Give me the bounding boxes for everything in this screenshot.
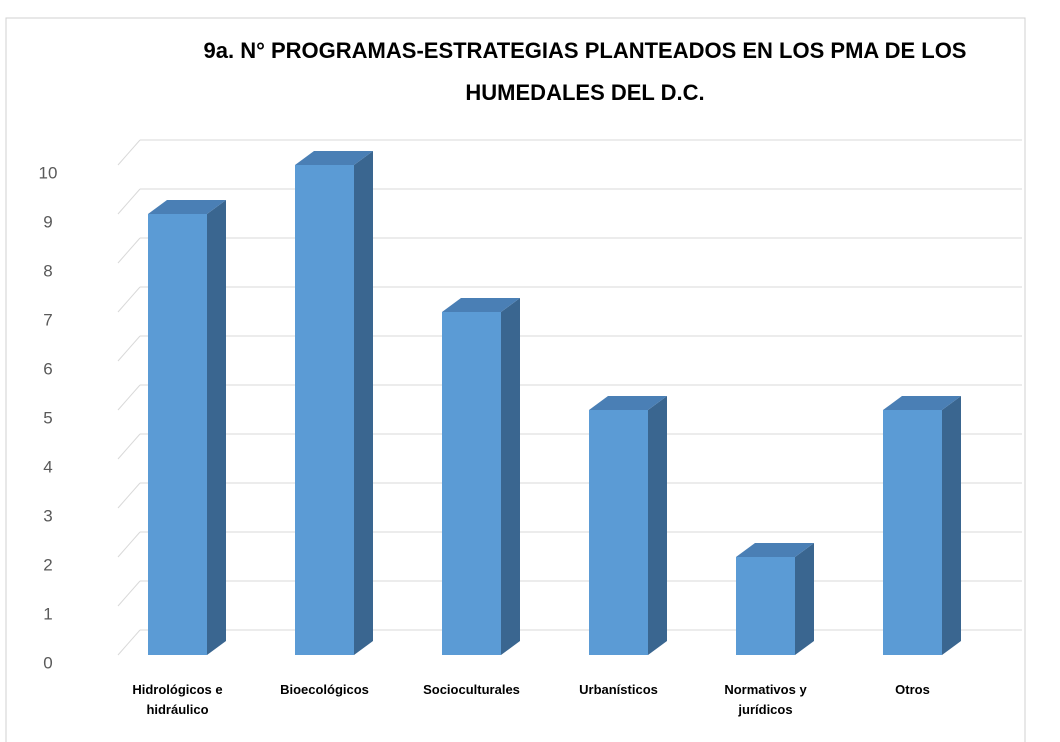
bar bbox=[295, 165, 354, 655]
bar-side bbox=[795, 543, 814, 655]
bar bbox=[589, 410, 648, 655]
bar-top bbox=[442, 298, 520, 312]
bar bbox=[442, 312, 501, 655]
grid-line bbox=[117, 286, 141, 313]
bar bbox=[148, 214, 207, 655]
y-tick-label: 7 bbox=[43, 310, 52, 329]
chart-title: 9a. N° PROGRAMAS-ESTRATEGIAS PLANTEADOS … bbox=[203, 38, 967, 105]
x-tick-label: Hidrológicos e hidráulico bbox=[132, 682, 223, 717]
bar-top bbox=[883, 396, 961, 410]
bar-side bbox=[207, 200, 226, 655]
y-tick-label: 10 bbox=[39, 163, 58, 182]
bar-side bbox=[942, 396, 961, 655]
x-tick-label: Urbanísticos bbox=[579, 682, 658, 697]
grid-line bbox=[117, 482, 141, 509]
grid-line bbox=[117, 335, 141, 362]
bar bbox=[736, 557, 795, 655]
x-tick-label: Normativos y jurídicos bbox=[724, 682, 807, 717]
bar bbox=[883, 410, 942, 655]
y-tick-label: 9 bbox=[43, 212, 52, 231]
grid-line bbox=[117, 580, 141, 607]
grid-line bbox=[117, 629, 141, 656]
bar-top bbox=[589, 396, 667, 410]
bar-side bbox=[501, 298, 520, 655]
y-tick-label: 0 bbox=[43, 653, 52, 672]
x-tick-label: Otros bbox=[895, 682, 930, 697]
grid-line bbox=[117, 531, 141, 558]
y-tick-label: 8 bbox=[43, 261, 52, 280]
y-tick-label: 1 bbox=[43, 604, 52, 623]
chart-border bbox=[5, 17, 1026, 742]
grid-line bbox=[117, 433, 141, 460]
bar-top bbox=[148, 200, 226, 214]
y-tick-label: 3 bbox=[43, 506, 52, 525]
bar-side bbox=[354, 151, 373, 655]
grid-line bbox=[117, 139, 141, 166]
y-tick-label: 6 bbox=[43, 359, 52, 378]
y-tick-label: 2 bbox=[43, 555, 52, 574]
bar-top bbox=[736, 543, 814, 557]
grid-line bbox=[117, 237, 141, 264]
y-tick-label: 5 bbox=[43, 408, 52, 427]
x-tick-label: Socioculturales bbox=[423, 682, 520, 697]
grid-line bbox=[117, 384, 141, 411]
bar-side bbox=[648, 396, 667, 655]
grid-line bbox=[117, 188, 141, 215]
x-tick-label: Bioecológicos bbox=[280, 682, 369, 697]
y-tick-label: 4 bbox=[43, 457, 52, 476]
bar-top bbox=[295, 151, 373, 165]
